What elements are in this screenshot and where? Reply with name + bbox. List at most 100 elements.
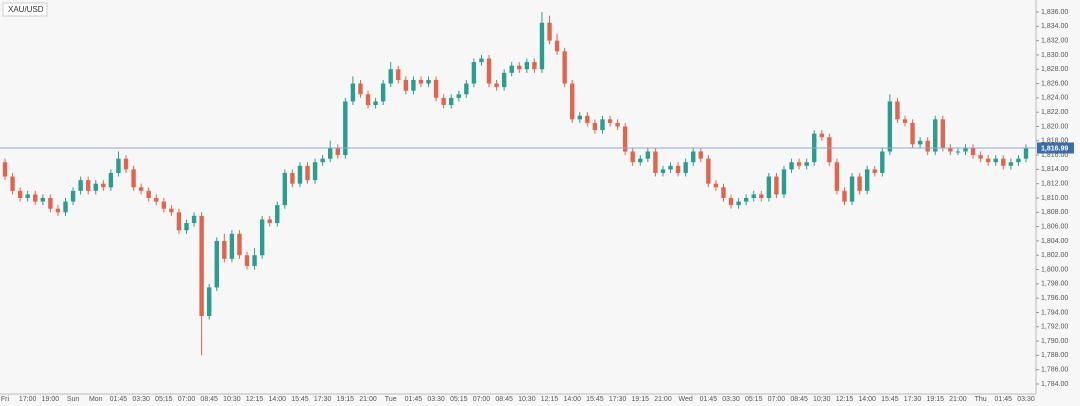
candle-body [433,79,439,98]
candle-body [796,162,802,166]
x-tick-label: 19:00 [42,396,60,403]
candle-body [176,212,182,231]
candle-body [380,83,386,102]
x-tick-label: 07:00 [473,396,491,403]
x-tick-label: 15:45 [586,396,604,403]
candle-body [33,194,38,202]
x-tick-label: 21:00 [359,396,377,403]
candle-body [554,40,560,52]
candle-body [728,198,734,206]
candle-body [698,151,703,159]
candle-body [282,172,288,206]
candle-body [70,190,76,202]
candle-body [365,94,371,106]
candle-body [388,69,393,84]
candle-body [10,176,15,191]
candle-body [55,208,61,213]
x-tick-label: 14:00 [563,396,581,403]
x-tick-label: 17:00 [19,396,37,403]
x-tick-label: Sun [67,396,80,403]
x-tick-label: 07:00 [768,396,786,403]
candle-body [297,165,303,184]
x-tick-label: 17:30 [904,396,922,403]
candle-body [1023,148,1029,159]
candle-body [645,151,651,159]
x-tick-label: 03:30 [1017,396,1035,403]
candle-body [547,22,552,41]
candle-body [154,198,159,202]
candle-body [638,158,643,163]
candle-body [759,194,764,199]
x-tick-label: Mon [89,396,103,403]
candle-body [2,162,8,177]
candle-body [237,233,242,256]
x-tick-label: 14:00 [269,396,287,403]
candle-body [138,187,144,191]
candle-body [660,169,666,173]
candle-body [781,169,787,195]
x-tick-label: 01:45 [110,396,128,403]
y-tick-label: 1,806.00 [1041,223,1068,230]
candle-body [668,165,673,170]
candle-body [471,62,477,84]
y-tick-label: 1,822.00 [1041,109,1068,116]
y-tick-label: 1,818.00 [1041,138,1068,145]
last-price-box [1037,142,1074,154]
y-tick-label: 1,800.00 [1041,266,1068,273]
x-tick-label: 21:00 [949,396,967,403]
candle-body [464,83,469,95]
candle-body [910,122,915,145]
candle-body [592,122,598,131]
y-tick-label: 1,788.00 [1041,352,1068,359]
x-tick-label: 05:15 [745,396,763,403]
candle-body [396,69,401,80]
candle-body [85,180,91,191]
candle-body [562,51,567,84]
candle-body [804,162,809,166]
candle-body [501,72,507,88]
last-price-label: 1,816.99 [1041,145,1068,152]
candle-body [1016,158,1021,163]
y-tick-label: 1,794.00 [1041,309,1068,316]
candle-body [305,165,310,181]
candle-body [751,194,756,199]
title-box [2,2,48,17]
candle-body [169,208,174,213]
x-tick-label: 03:30 [722,396,740,403]
candle-body [229,233,235,259]
y-tick-label: 1,816.00 [1041,152,1068,159]
x-tick-label: 10:30 [813,396,831,403]
candle-body [199,215,204,317]
y-tick-label: 1,804.00 [1041,238,1068,245]
x-tick-label: 19:15 [632,396,650,403]
x-tick-label: 10:30 [518,396,536,403]
y-tick-label: 1,830.00 [1041,52,1068,59]
candle-body [343,101,348,156]
candle-body [509,65,514,73]
candle-body [426,79,431,84]
candle-body [736,201,741,206]
candle-body [570,83,575,120]
x-tick-label: 01:45 [700,396,718,403]
y-tick-label: 1,792.00 [1041,324,1068,331]
candle-body [373,101,378,106]
y-tick-label: 1,814.00 [1041,166,1068,173]
candle-body [585,115,590,123]
x-tick-label: Fri [1,396,10,403]
candle-body [600,119,605,131]
candle-body [350,83,356,102]
candle-body [955,151,961,153]
candle-body [940,119,946,148]
candle-body [184,223,189,231]
candle-body [963,147,968,152]
candle-body [191,215,197,224]
candle-body [827,137,832,163]
candle-body [207,287,212,317]
candle-body [766,176,772,199]
y-tick-label: 1,828.00 [1041,66,1068,73]
y-tick-label: 1,820.00 [1041,123,1068,130]
candle-body [517,65,522,70]
candle-body [933,119,938,152]
